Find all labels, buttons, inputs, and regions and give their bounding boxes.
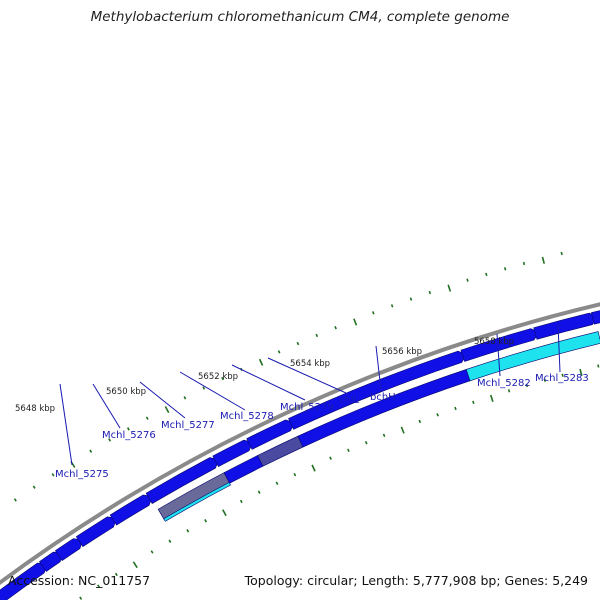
position-label-5654: 5654 kbp [290, 359, 330, 369]
outer-tick-21 [353, 318, 358, 326]
gene-labels: Mchl_5275 Mchl_5276 Mchl_5277 Mchl_5278 … [55, 373, 589, 480]
outer-tick-5 [51, 473, 55, 477]
gene-label-mchl-5282[interactable]: Mchl_5282 [477, 378, 531, 389]
outer-tick-16 [258, 358, 264, 366]
outer-tick-29 [503, 267, 507, 271]
inner-tick-20 [382, 433, 386, 438]
inner-tick-10 [204, 519, 208, 523]
outer-tick-24 [409, 297, 413, 301]
outer-tick-12 [183, 396, 187, 400]
outer-tick-28 [485, 272, 488, 277]
position-label-5648: 5648 kbp [15, 404, 55, 414]
inner-tick-16 [311, 464, 316, 472]
accession-label: Accession: NC_011757 [8, 573, 151, 588]
inner-tick-18 [347, 448, 350, 452]
position-label-5656: 5656 kbp [382, 347, 422, 357]
inner-tick-6 [132, 561, 138, 569]
outer-tick-23 [390, 304, 394, 308]
inner-tick-8 [168, 539, 172, 543]
gene-label-mchl-5278[interactable]: Mchl_5278 [220, 411, 274, 422]
gene-label-mchl-5283[interactable]: Mchl_5283 [535, 373, 589, 384]
outer-tick-30 [522, 261, 526, 266]
position-label-5652: 5652 kbp [198, 372, 238, 382]
inner-tick-32 [597, 364, 600, 368]
outer-tick-11 [164, 406, 170, 414]
outer-tick-9 [126, 427, 130, 431]
genome-backbone [0, 302, 600, 586]
inner-tick-3 [79, 596, 83, 600]
inner-tick-24 [454, 406, 457, 411]
inner-tick-track [79, 364, 600, 600]
forward-gene-5 [109, 494, 153, 526]
gene-label-mchl-5277[interactable]: Mchl_5277 [161, 420, 215, 431]
outer-tick-25 [428, 290, 432, 295]
forward-strand-genes [0, 310, 600, 600]
leader-line-7 [375, 345, 382, 391]
gene-label-chll[interactable]: chlL [339, 395, 360, 406]
leader-line-9 [557, 323, 561, 373]
forward-gene-4 [75, 516, 117, 548]
inner-tick-4 [97, 584, 101, 588]
inner-tick-9 [186, 529, 190, 533]
outer-tick-26 [447, 284, 452, 292]
leader-line-4 [179, 371, 246, 411]
gene-label-mchl-5275[interactable]: Mchl_5275 [55, 469, 109, 480]
genome-summary: Topology: circular; Length: 5,777,908 bp… [244, 573, 588, 588]
inner-tick-26 [489, 394, 494, 402]
outer-tick-10 [145, 416, 149, 420]
outer-tick-18 [296, 341, 300, 346]
outer-tick-19 [315, 333, 319, 338]
inner-tick-25 [472, 400, 475, 405]
inner-tick-31 [579, 368, 583, 377]
backbone-arc [0, 302, 600, 586]
position-labels: 5648 kbp 5650 kbp 5652 kbp 5654 kbp 5656… [15, 337, 514, 414]
outer-tick-31 [541, 256, 546, 264]
label-leader-lines [59, 323, 561, 466]
inner-tick-29 [543, 378, 546, 382]
outer-tick-13 [202, 386, 206, 390]
inner-tick-15 [293, 472, 297, 477]
outer-tick-8 [108, 438, 112, 442]
reverse-strand-genes [157, 331, 600, 522]
outer-tick-14 [221, 376, 224, 381]
leader-line-8 [496, 333, 501, 377]
reverse-gene-1-highlight [163, 481, 232, 522]
gene-label-mchl-5276[interactable]: Mchl_5276 [102, 430, 156, 441]
inner-tick-30 [561, 373, 564, 377]
genome-title: Methylobacterium chloromethanicum CM4, c… [90, 9, 510, 25]
inner-tick-12 [239, 499, 243, 504]
inner-tick-14 [275, 481, 279, 485]
inner-tick-21 [400, 426, 405, 434]
position-label-5658: 5658 kbp [474, 337, 514, 347]
leader-line-5 [231, 364, 306, 401]
leader-line-1 [59, 383, 73, 466]
outer-tick-32 [560, 251, 563, 256]
inner-tick-7 [150, 550, 154, 554]
inner-tick-5 [114, 572, 118, 577]
leader-line-6 [267, 357, 347, 394]
outer-tick-20 [334, 325, 337, 330]
inner-tick-17 [329, 456, 332, 460]
outer-tick-22 [372, 311, 375, 315]
outer-tick-17 [277, 350, 281, 354]
gene-label-bchh[interactable]: bchH [370, 392, 396, 403]
inner-tick-13 [257, 490, 261, 494]
leader-line-3 [139, 381, 186, 419]
leader-line-2 [92, 383, 121, 429]
position-label-5650: 5650 kbp [106, 387, 146, 397]
inner-tick-28 [525, 383, 529, 388]
inner-tick-23 [436, 413, 439, 417]
outer-tick-3 [13, 498, 17, 502]
outer-tick-4 [32, 485, 36, 489]
inner-tick-27 [507, 389, 511, 393]
outer-tick-track [13, 251, 563, 502]
inner-tick-11 [222, 509, 227, 517]
outer-tick-7 [89, 449, 93, 453]
inner-tick-22 [418, 419, 422, 424]
outer-tick-27 [466, 278, 469, 282]
gene-label-mchl-5279[interactable]: Mchl_5279 [280, 402, 334, 413]
inner-tick-19 [364, 440, 368, 445]
